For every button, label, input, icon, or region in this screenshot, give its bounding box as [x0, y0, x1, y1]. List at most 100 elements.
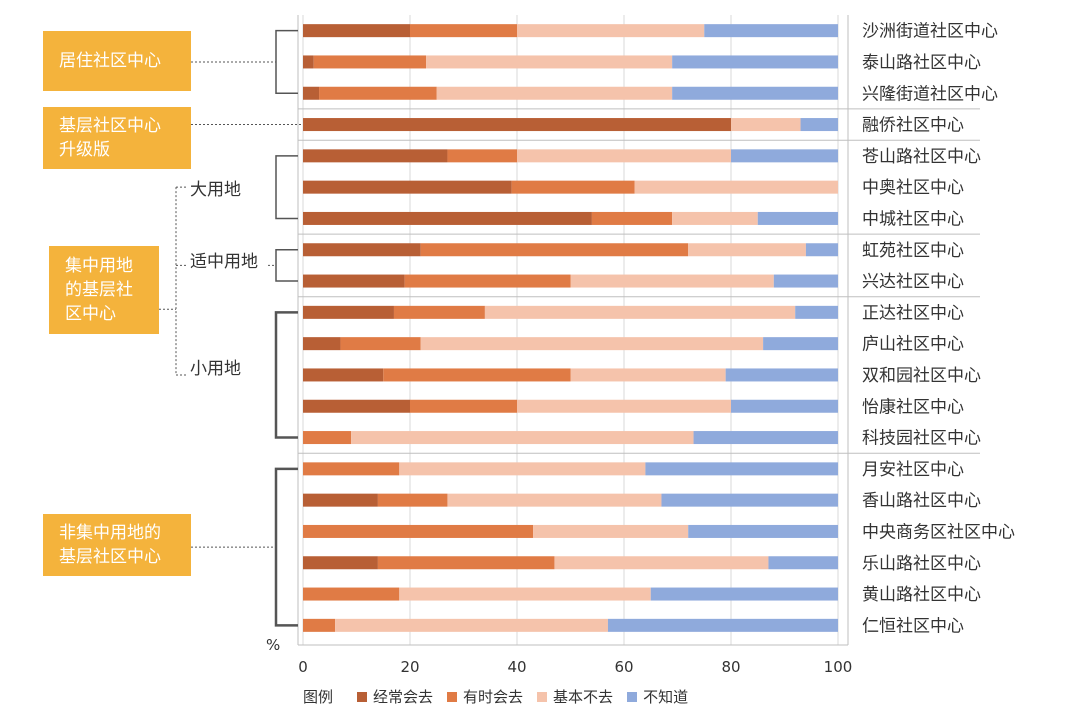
bar-segment — [420, 243, 689, 257]
x-tick-label: 60 — [614, 658, 633, 676]
bar-segment — [672, 55, 838, 69]
category-label: 虹苑社区中心 — [862, 241, 964, 261]
bar-segment — [399, 587, 651, 601]
legend-item-sometimes: 有时会去 — [447, 686, 523, 707]
category-label: 双和园社区中心 — [862, 366, 981, 386]
group-label-non-concentrated: 非集中用地的基层社区中心 — [43, 514, 191, 576]
bar-segment — [533, 524, 689, 538]
bar-segment — [607, 618, 838, 632]
bar-segment — [773, 274, 838, 288]
bar-segment — [645, 462, 838, 476]
category-label: 中奥社区中心 — [862, 178, 964, 198]
bar-segment — [661, 493, 838, 507]
group-label-non-concentrated-text: 非集中用地的基层社区中心 — [59, 523, 161, 567]
bar-segment — [303, 618, 336, 632]
category-label: 苍山路社区中心 — [862, 147, 981, 167]
bar-segment — [763, 337, 838, 351]
bar-segment — [650, 587, 838, 601]
group-label-upgraded: 基层社区中心升级版 — [43, 107, 191, 169]
bar-segment — [404, 274, 571, 288]
bar-segment — [554, 556, 769, 570]
x-tick-label: 40 — [507, 658, 526, 676]
bar-segment — [303, 462, 400, 476]
subgroup-label-medium: 适中用地 — [188, 252, 260, 272]
bar-segment — [426, 55, 673, 69]
bar-segment — [570, 274, 774, 288]
bar-segment — [731, 118, 801, 132]
x-tick-label: 100 — [824, 658, 853, 676]
bar-segment — [447, 493, 662, 507]
legend-title: 图例 — [303, 688, 334, 706]
bar-segment — [319, 86, 437, 100]
bar-segment — [303, 55, 314, 69]
legend-label-rarely: 基本不去 — [553, 688, 614, 706]
legend-swatch-rarely — [537, 691, 548, 702]
bar-segment — [410, 399, 517, 413]
bar-segment — [447, 149, 517, 163]
unit-label: % — [266, 636, 280, 654]
bar-segment — [399, 462, 646, 476]
bar-segment — [688, 243, 806, 257]
group-label-concentrated: 集中用地的基层社区中心 — [49, 246, 159, 334]
category-label: 中城社区中心 — [862, 209, 964, 229]
bar-segment — [303, 431, 352, 445]
legend-label-unknown: 不知道 — [643, 688, 689, 706]
bracket-medium — [275, 249, 298, 282]
x-tick-label: 0 — [298, 658, 308, 676]
category-label: 中央商务区社区中心 — [862, 522, 1015, 542]
category-label: 正达社区中心 — [862, 303, 964, 323]
bar-segment — [383, 368, 571, 382]
legend-item-rarely: 基本不去 — [537, 686, 613, 707]
bar-segment — [303, 368, 384, 382]
legend-item-often: 经常会去 — [357, 686, 433, 707]
tree-connector — [159, 187, 177, 375]
bar-segment — [377, 556, 555, 570]
legend-swatch-unknown — [627, 691, 638, 702]
bar-segment — [725, 368, 838, 382]
bar-segment — [517, 24, 705, 38]
category-label: 月安社区中心 — [862, 460, 964, 480]
legend: 图例 经常会去 有时会去 基本不去 不知道 — [303, 686, 688, 707]
bar-segment — [693, 431, 838, 445]
legend-label-often: 经常会去 — [373, 688, 434, 706]
category-label: 仁恒社区中心 — [862, 616, 964, 636]
bar-segment — [805, 243, 838, 257]
bar-segment — [303, 587, 400, 601]
bar-segment — [335, 618, 608, 632]
bar-segment — [393, 305, 485, 319]
bar-segment — [303, 243, 421, 257]
bar-segment — [303, 556, 378, 570]
bracket-large — [275, 155, 298, 220]
bar-segment — [731, 149, 838, 163]
bar-segment — [688, 524, 838, 538]
bar-segment — [303, 493, 378, 507]
category-label: 泰山路社区中心 — [862, 53, 981, 73]
bar-segment — [757, 211, 838, 225]
legend-swatch-sometimes — [447, 691, 458, 702]
group-label-concentrated-text: 集中用地的基层社区中心 — [65, 256, 133, 324]
x-tick-label: 80 — [721, 658, 740, 676]
bar-segment — [517, 149, 731, 163]
bar-segment — [340, 337, 421, 351]
subgroup-label-small: 小用地 — [188, 359, 243, 379]
bar-segment — [303, 274, 405, 288]
bar-segment — [313, 55, 427, 69]
category-label: 兴达社区中心 — [862, 272, 964, 292]
bar-segment — [704, 24, 838, 38]
bar-segment — [768, 556, 838, 570]
category-label: 黄山路社区中心 — [862, 585, 981, 605]
bar-segment — [303, 149, 448, 163]
bar-segment — [591, 211, 673, 225]
category-label: 沙洲街道社区中心 — [862, 22, 998, 42]
bar-segment — [795, 305, 838, 319]
bracket-residential — [275, 29, 298, 94]
group-label-residential: 居住社区中心 — [43, 31, 191, 91]
category-label: 兴隆街道社区中心 — [862, 84, 998, 104]
bar-segment — [800, 118, 838, 132]
bar-segment — [303, 118, 731, 132]
legend-swatch-often — [357, 691, 368, 702]
bar-segment — [672, 211, 758, 225]
bar-segment — [634, 180, 838, 194]
bar-segment — [436, 86, 673, 100]
subgroup-label-large: 大用地 — [188, 180, 243, 200]
